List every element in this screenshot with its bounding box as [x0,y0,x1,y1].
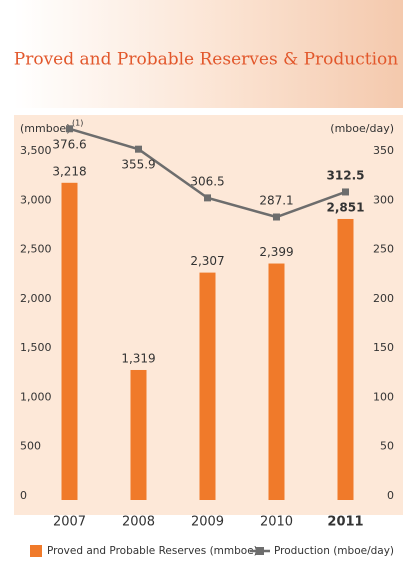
line-marker [135,146,142,153]
bar-value-label: 2,399 [259,245,293,259]
x-tick-label: 2008 [122,515,155,530]
legend-swatch [256,547,264,555]
bar-value-label: 1,319 [121,351,155,365]
line-marker [204,194,211,201]
line-value-label: 312.5 [327,168,365,182]
y2-tick-label: 100 [373,390,394,403]
x-tick-label: 2010 [260,515,293,530]
bar-value-label: 3,218 [52,164,86,178]
x-tick-label: 2007 [53,515,86,530]
line-marker [342,188,349,195]
y-axis-label: (mmboe) [20,122,71,135]
legend-label: Proved and Probable Reserves (mmboe) [47,545,258,557]
line-value-label: 287.1 [259,194,293,208]
y2-tick-label: 0 [387,489,394,502]
chart-title: Proved and Probable Reserves & Productio… [14,50,398,70]
bar-value-label: 2,851 [327,200,365,214]
bar [269,264,285,500]
y-tick-label: 0 [20,489,27,502]
x-tick-label: 2009 [191,515,224,530]
chart: Proved and Probable Reserves & Productio… [0,0,403,563]
legend-swatch [30,545,42,557]
bar [200,273,216,500]
y2-tick-label: 150 [373,341,394,354]
bar [62,183,78,500]
y-tick-label: 1,000 [20,390,52,403]
y-tick-label: 1,500 [20,341,52,354]
line-value-label: 355.9 [121,158,155,172]
x-tick-label: 2011 [327,515,363,530]
y2-tick-label: 350 [373,144,394,157]
y-tick-label: 3,500 [20,144,52,157]
y-tick-label: 3,000 [20,193,52,206]
legend-label: Production (mboe/day) [274,545,394,557]
bar [131,370,147,500]
y-axis-note: (1) [72,119,83,128]
y2-tick-label: 300 [373,193,394,206]
bar-value-label: 2,307 [190,254,224,268]
y2-tick-label: 50 [380,440,394,453]
bar [338,219,354,500]
y2-tick-label: 200 [373,292,394,305]
line-marker [66,125,73,132]
y2-tick-label: 250 [373,243,394,256]
y-tick-label: 2,500 [20,243,52,256]
line-value-label: 306.5 [190,174,224,188]
y-tick-label: 2,000 [20,292,52,305]
y2-axis-label: (mboe/day) [330,122,394,135]
line-value-label: 376.6 [52,137,86,151]
y-tick-label: 500 [20,440,41,453]
line-marker [273,214,280,221]
